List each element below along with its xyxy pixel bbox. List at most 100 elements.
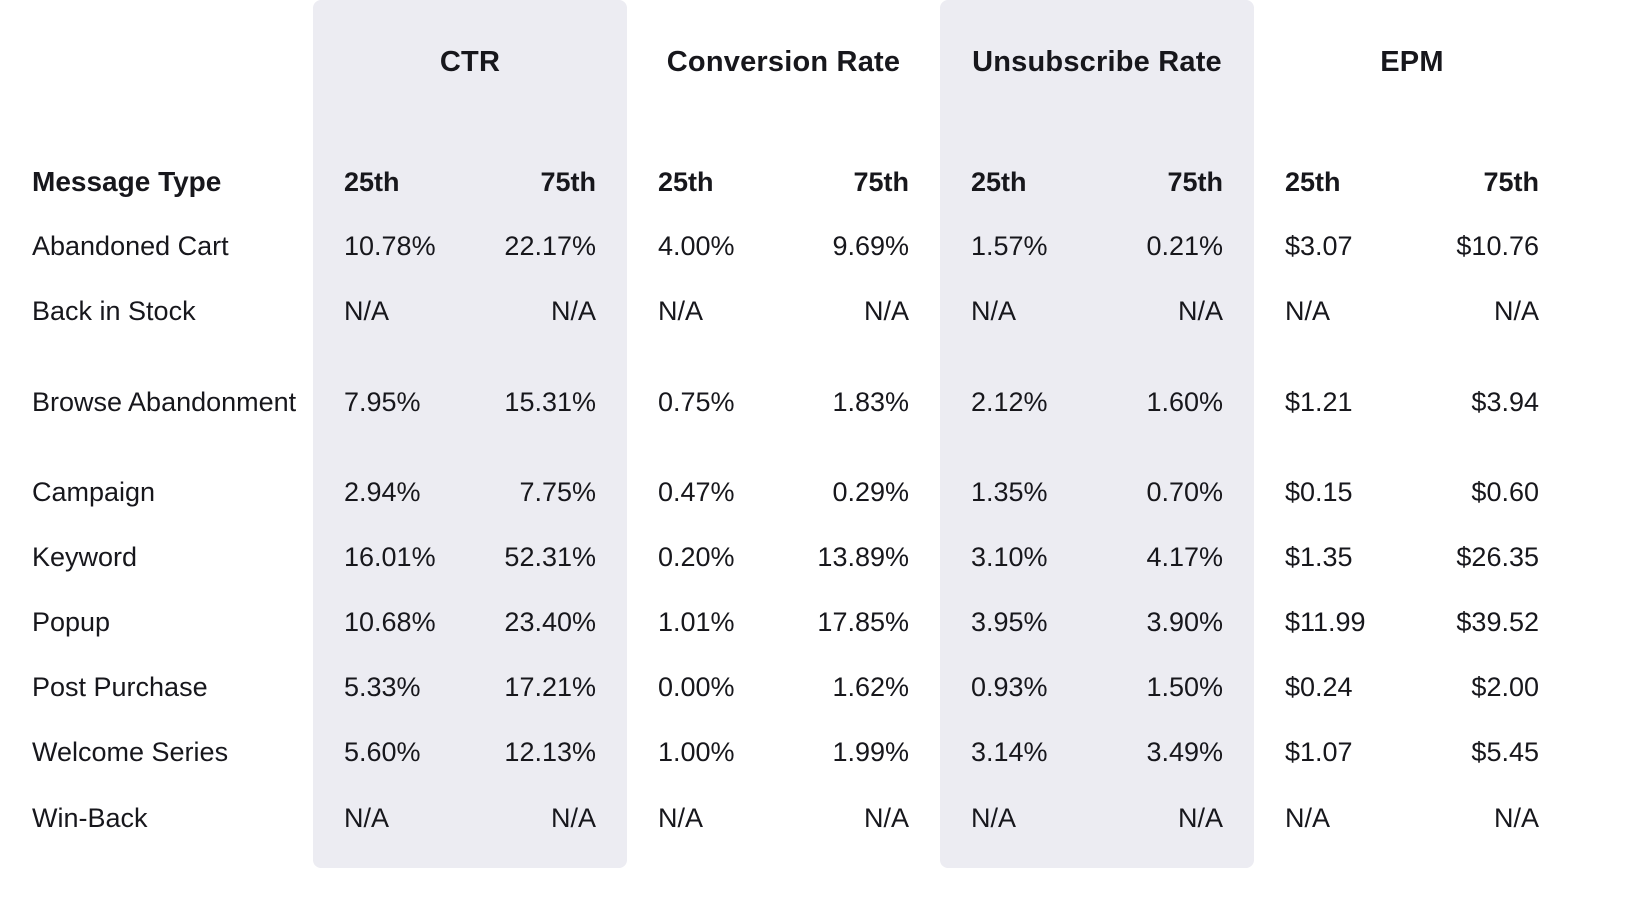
value-cell: 1.35% 0.70%: [940, 460, 1254, 525]
value-cell: 2.12% 1.60%: [940, 344, 1254, 460]
value-75th: $39.52: [1456, 607, 1539, 638]
sub-header-25th: 25th: [1285, 166, 1341, 197]
value-75th: 52.31%: [504, 542, 596, 573]
row-label: Welcome Series: [32, 737, 229, 768]
value-75th: $10.76: [1456, 231, 1539, 262]
row-label: Popup: [32, 607, 111, 638]
row-label: Post Purchase: [32, 672, 208, 703]
value-25th: N/A: [658, 296, 704, 327]
value-75th: 0.70%: [1146, 477, 1223, 508]
row-label: Abandoned Cart: [32, 231, 229, 262]
value-75th: 17.85%: [817, 607, 909, 638]
value-25th: 1.57%: [971, 231, 1048, 262]
value-cell: N/A N/A: [313, 785, 627, 851]
ctr-column-band: [313, 0, 627, 868]
value-75th: 1.62%: [832, 672, 909, 703]
value-75th: 17.21%: [504, 672, 596, 703]
value-cell: 0.75% 1.83%: [627, 344, 940, 460]
value-75th: 0.21%: [1146, 231, 1223, 262]
value-25th: 5.33%: [344, 672, 421, 703]
sub-header-unsubscribe-rate: 25th 75th: [940, 150, 1254, 214]
value-cell: $0.15 $0.60: [1254, 460, 1570, 525]
value-25th: 0.20%: [658, 542, 735, 573]
value-25th: 4.00%: [658, 231, 735, 262]
value-75th: $26.35: [1456, 542, 1539, 573]
row-label: Win-Back: [32, 802, 148, 833]
value-cell: N/A N/A: [627, 279, 940, 344]
value-cell: 10.68% 23.40%: [313, 590, 627, 655]
value-25th: $1.07: [1285, 737, 1353, 768]
value-75th: $2.00: [1471, 672, 1539, 703]
value-75th: 13.89%: [817, 542, 909, 573]
value-75th: 1.50%: [1146, 672, 1223, 703]
value-75th: N/A: [863, 802, 909, 833]
value-25th: N/A: [344, 802, 390, 833]
sub-header-ctr: 25th 75th: [313, 150, 627, 214]
value-cell: 5.60% 12.13%: [313, 720, 627, 785]
value-75th: N/A: [1177, 802, 1223, 833]
value-25th: 5.60%: [344, 737, 421, 768]
value-25th: N/A: [1285, 802, 1331, 833]
value-25th: N/A: [971, 802, 1017, 833]
value-25th: 7.95%: [344, 386, 421, 417]
value-cell: 0.93% 1.50%: [940, 655, 1254, 720]
value-cell: $0.24 $2.00: [1254, 655, 1570, 720]
value-75th: N/A: [1493, 802, 1539, 833]
value-75th: N/A: [550, 296, 596, 327]
value-25th: N/A: [1285, 296, 1331, 327]
value-cell: 5.33% 17.21%: [313, 655, 627, 720]
value-cell: 0.47% 0.29%: [627, 460, 940, 525]
value-75th: 3.90%: [1146, 607, 1223, 638]
value-cell: $3.07 $10.76: [1254, 214, 1570, 279]
value-cell: N/A N/A: [1254, 785, 1570, 851]
value-25th: 1.01%: [658, 607, 735, 638]
value-cell: $11.99 $39.52: [1254, 590, 1570, 655]
value-25th: 1.00%: [658, 737, 735, 768]
value-25th: 0.00%: [658, 672, 735, 703]
value-25th: $1.35: [1285, 542, 1353, 573]
row-label: Browse Abandonment: [32, 386, 297, 417]
value-75th: 1.99%: [832, 737, 909, 768]
value-25th: N/A: [658, 802, 704, 833]
value-75th: 1.60%: [1146, 386, 1223, 417]
value-25th: 16.01%: [344, 542, 436, 573]
value-25th: 1.35%: [971, 477, 1048, 508]
unsubscribe-column-band: [940, 0, 1254, 868]
value-75th: 9.69%: [832, 231, 909, 262]
value-75th: $0.60: [1471, 477, 1539, 508]
value-cell: N/A N/A: [313, 279, 627, 344]
value-75th: N/A: [1177, 296, 1223, 327]
value-75th: 12.13%: [504, 737, 596, 768]
value-cell: N/A N/A: [940, 279, 1254, 344]
sub-header-75th: 75th: [540, 166, 596, 197]
value-25th: $1.21: [1285, 386, 1353, 417]
sub-header-epm: 25th 75th: [1254, 150, 1570, 214]
value-75th: N/A: [1493, 296, 1539, 327]
value-75th: 7.75%: [519, 477, 596, 508]
value-25th: 3.10%: [971, 542, 1048, 573]
sub-header-25th: 25th: [658, 166, 714, 197]
value-cell: 16.01% 52.31%: [313, 525, 627, 590]
value-75th: 1.83%: [832, 386, 909, 417]
value-25th: 3.14%: [971, 737, 1048, 768]
table-grid: CTR Conversion Rate Unsubscribe Rate EPM…: [0, 0, 1570, 851]
sub-header-25th: 25th: [971, 166, 1027, 197]
value-25th: 2.12%: [971, 386, 1048, 417]
value-25th: $0.24: [1285, 672, 1353, 703]
sub-header-75th: 75th: [1167, 166, 1223, 197]
value-75th: $5.45: [1471, 737, 1539, 768]
value-cell: $1.21 $3.94: [1254, 344, 1570, 460]
row-header-message-type: Message Type: [32, 165, 222, 197]
value-75th: 22.17%: [504, 231, 596, 262]
row-label: Keyword: [32, 542, 138, 573]
column-group-epm: EPM: [1380, 46, 1444, 78]
value-cell: 0.00% 1.62%: [627, 655, 940, 720]
value-25th: 2.94%: [344, 477, 421, 508]
corner-spacer: [0, 0, 313, 150]
row-label: Campaign: [32, 477, 156, 508]
value-cell: 1.00% 1.99%: [627, 720, 940, 785]
value-cell: 1.01% 17.85%: [627, 590, 940, 655]
value-25th: $3.07: [1285, 231, 1353, 262]
column-group-unsubscribe-rate: Unsubscribe Rate: [972, 46, 1222, 78]
